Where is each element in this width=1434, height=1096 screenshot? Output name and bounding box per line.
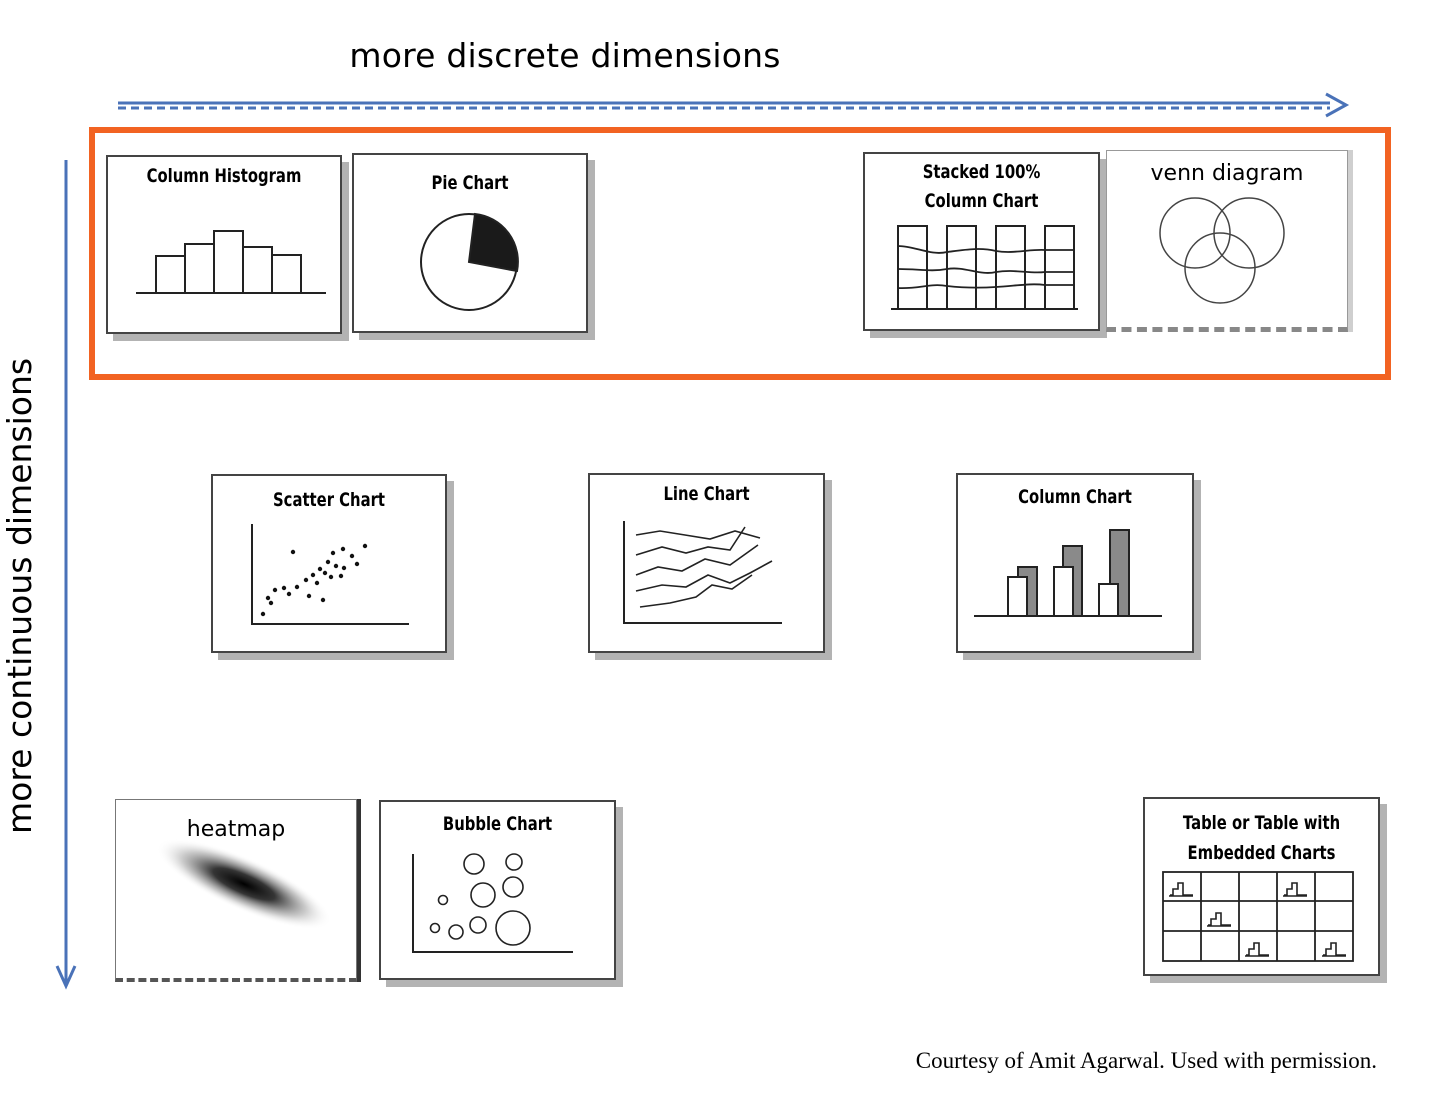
column-histogram-title: Column Histogram: [146, 165, 302, 187]
stacked-column-title-line1: Stacked 100%: [922, 161, 1041, 183]
stacked-column-icon: [891, 225, 1078, 310]
column-histogram-icon: [136, 230, 326, 294]
vertical-arrow: [55, 160, 77, 990]
pie-chart-card: Pie Chart: [352, 153, 588, 333]
line-chart-title: Line Chart: [663, 483, 750, 505]
column-chart-card: Column Chart: [956, 473, 1194, 653]
column-chart-icon: [974, 529, 1162, 617]
table-chart-title-line1: Table or Table with: [1182, 812, 1341, 834]
bubble-chart-icon: [412, 853, 573, 953]
column-histogram-card: Column Histogram: [106, 155, 342, 334]
pie-chart-icon: [420, 212, 519, 311]
line-chart-card: Line Chart: [588, 473, 825, 653]
scatter-chart-card: Scatter Chart: [211, 474, 447, 653]
horizontal-arrow: [118, 92, 1350, 118]
credit-line: Courtesy of Amit Agarwal. Used with perm…: [915, 1048, 1377, 1073]
bubble-chart-card: Bubble Chart: [379, 800, 616, 980]
table-chart-card: Table or Table with Embedded Charts: [1143, 797, 1380, 976]
line-chart-icon: [623, 521, 782, 624]
scatter-chart-title: Scatter Chart: [273, 489, 385, 511]
heatmap-icon: [156, 838, 332, 930]
pie-chart-title: Pie Chart: [431, 172, 509, 194]
column-chart-title: Column Chart: [1018, 486, 1132, 508]
stacked-column-title-line2: Column Chart: [924, 190, 1039, 212]
table-chart-icon: [1162, 871, 1354, 962]
venn-diagram-card: venn diagram: [1106, 150, 1348, 332]
bubble-chart-title: Bubble Chart: [442, 813, 553, 835]
mini-bar-charts: [1169, 882, 1346, 957]
venn-diagram-title: venn diagram: [1150, 161, 1304, 186]
stacked-column-card: Stacked 100% Column Chart: [863, 152, 1100, 331]
heatmap-title: heatmap: [186, 817, 286, 842]
horizontal-axis-label: more discrete dimensions: [349, 36, 781, 75]
scatter-chart-icon: [251, 524, 409, 625]
discrete-row-highlight: [89, 127, 1391, 380]
table-chart-title-line2: Embedded Charts: [1187, 842, 1336, 864]
heatmap-card: heatmap: [115, 799, 357, 982]
venn-diagram-icon: [1159, 197, 1285, 304]
